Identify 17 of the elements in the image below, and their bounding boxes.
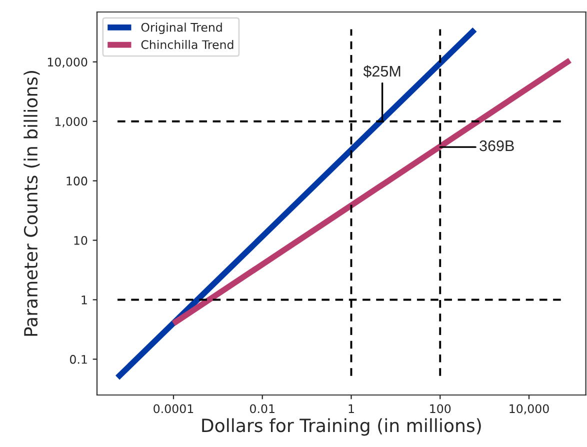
x-tick-label: 0.0001 [154, 404, 194, 414]
x-tick-label: 100 [430, 404, 451, 414]
annotation: $25M [363, 65, 400, 78]
y-tick-label: 10,000 [48, 58, 88, 68]
annotation: 369B [480, 140, 514, 152]
y-tick-label: 10 [74, 236, 88, 245]
x-axis-title: Dollars for Training (in millions) [202, 418, 481, 436]
x-tick-label: 1 [348, 404, 354, 413]
legend-label: Chinchilla Trend [141, 40, 234, 50]
legend-label: Original Trend [141, 22, 222, 34]
y-tick-label: 0.1 [70, 354, 87, 364]
y-tick-label: 1 [82, 296, 87, 304]
x-tick-label: 10,000 [510, 404, 549, 414]
y-tick-label: 1,000 [55, 117, 88, 128]
y-axis-title: Parameter Counts (in billions) [24, 70, 40, 336]
x-tick-label: 0.01 [250, 404, 274, 414]
y-tick-label: 100 [66, 176, 88, 186]
